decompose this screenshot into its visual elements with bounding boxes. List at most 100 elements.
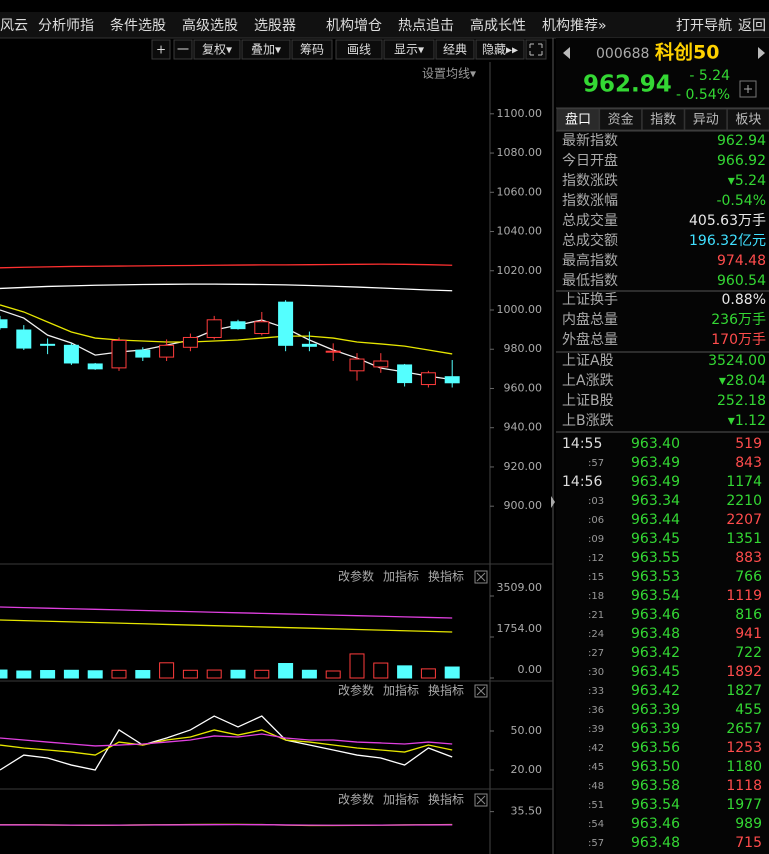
indicator-line: [0, 729, 453, 756]
volume-bar: [325, 670, 341, 679]
tick-time: 14:56: [562, 474, 602, 490]
add-watch[interactable]: [739, 80, 757, 98]
panel-button[interactable]: 加指标: [383, 569, 419, 584]
menu-item[interactable]: 返回: [738, 18, 766, 34]
menu-item[interactable]: 机构增仓: [326, 18, 382, 34]
panel-close[interactable]: [474, 793, 488, 807]
quote-bg: [556, 38, 769, 854]
toolbar-button[interactable]: [151, 39, 171, 60]
menu-item[interactable]: 条件选股: [110, 17, 166, 34]
menu-item[interactable]: 机构推荐»: [542, 18, 607, 34]
menu-item[interactable]: 高成长性: [470, 17, 526, 34]
tick-time: :57: [588, 838, 604, 849]
menu-item[interactable]: 风云: [0, 18, 28, 34]
candle-body: [111, 339, 127, 369]
next-arrow[interactable]: [758, 47, 765, 59]
panel-button[interactable]: 加指标: [383, 792, 419, 807]
quote-tab[interactable]: [556, 108, 600, 131]
tick-volume: 1892: [726, 664, 762, 680]
y-tick-label: 20.00: [511, 763, 543, 776]
menu-item[interactable]: 选股器: [254, 18, 296, 34]
collapse-arrow[interactable]: [551, 496, 555, 508]
y-tick-label: 1000.00: [497, 303, 543, 316]
stock-code: 000688: [596, 46, 649, 62]
volume-bar: [420, 668, 436, 679]
tick-time: :45: [588, 762, 604, 773]
y-tick-label: 940.00: [504, 421, 543, 434]
y-tick-label: 50.00: [511, 724, 543, 737]
tick-time: :27: [588, 648, 604, 659]
toolbar-button[interactable]: [475, 39, 525, 60]
tick-price: 963.54: [631, 588, 680, 604]
quote-tab[interactable]: [599, 108, 643, 131]
panel-button[interactable]: 加指标: [383, 683, 419, 698]
tick-price: 963.58: [631, 778, 680, 794]
panel-button[interactable]: 换指标: [428, 569, 464, 584]
quote-tab[interactable]: [684, 108, 728, 131]
expand-button[interactable]: [525, 39, 547, 60]
panel-close[interactable]: [474, 684, 488, 698]
toolbar-button[interactable]: [241, 39, 291, 60]
toolbar-button[interactable]: [435, 39, 475, 60]
stat-label: 最高指数: [562, 252, 618, 269]
panel-button[interactable]: 改参数: [338, 683, 374, 698]
candle-body: [420, 372, 436, 386]
tick-price: 963.46: [631, 607, 680, 623]
panel-button[interactable]: 换指标: [428, 792, 464, 807]
tick-time: :12: [588, 553, 604, 564]
toolbar-label: 一: [177, 43, 189, 57]
tick-volume: 1253: [726, 740, 762, 756]
tick-price: 963.54: [631, 797, 680, 813]
panel-button[interactable]: 换指标: [428, 683, 464, 698]
toolbar-button[interactable]: [335, 39, 383, 60]
menu-item[interactable]: 打开导航: [676, 17, 732, 34]
tick-time: :57: [588, 458, 604, 469]
tick-price: 963.45: [631, 664, 680, 680]
toolbar-button[interactable]: [383, 39, 435, 60]
stat-value: 405.63万手: [689, 213, 766, 229]
stat-value: -0.54%: [716, 193, 766, 209]
candle-body: [444, 376, 460, 384]
menu-item[interactable]: 分析师指: [38, 18, 94, 34]
stat-value: 974.48: [717, 253, 766, 269]
candle-body: [254, 321, 270, 335]
prev-arrow[interactable]: [563, 47, 570, 59]
toolbar-button[interactable]: [291, 39, 333, 60]
volume-bar: [182, 669, 198, 679]
tick-time: :18: [588, 591, 604, 602]
tick-volume: 1351: [726, 531, 762, 547]
panel-close-icon: [476, 572, 486, 582]
candle-body: [63, 344, 79, 364]
menu-item[interactable]: 热点追击: [398, 18, 454, 34]
indicator-line: [0, 606, 453, 619]
menu-bar: [0, 12, 769, 38]
y-tick-label: 1100.00: [497, 107, 543, 120]
toolbar-button[interactable]: [193, 39, 241, 60]
indicator-line: [0, 823, 453, 826]
stat-value: ▾1.12: [728, 413, 766, 429]
volume-bar: [230, 669, 246, 679]
panel-button[interactable]: 改参数: [338, 792, 374, 807]
quote-tab[interactable]: [726, 108, 769, 131]
toolbar-label: 叠加▾: [251, 43, 281, 57]
panel-button[interactable]: 改参数: [338, 569, 374, 584]
toolbar-button[interactable]: [173, 39, 193, 60]
ma-setting[interactable]: 设置均线▾: [422, 67, 476, 81]
volume-bar: [0, 669, 8, 679]
volume-bar: [16, 670, 32, 679]
candle-body: [373, 360, 389, 368]
y-tick-label: 0.00: [518, 663, 543, 676]
stat-value: ▾5.24: [728, 173, 766, 189]
panel-close[interactable]: [474, 570, 488, 584]
quote-tab[interactable]: [641, 108, 685, 131]
tick-volume: 883: [735, 550, 762, 566]
quote-tab-label: 资金: [608, 112, 634, 128]
candle-body: [87, 363, 103, 370]
toolbar-label: +: [156, 43, 166, 57]
menu-item[interactable]: 高级选股: [182, 17, 238, 34]
tick-price: 963.56: [631, 740, 680, 756]
stat-label: 上证B股: [562, 393, 614, 409]
tick-time: 14:55: [562, 436, 602, 452]
panel-close-icon: [476, 795, 486, 805]
quote-panel: 000688 科创50 962.94 - 5.24 - 0.54%: [556, 38, 769, 854]
